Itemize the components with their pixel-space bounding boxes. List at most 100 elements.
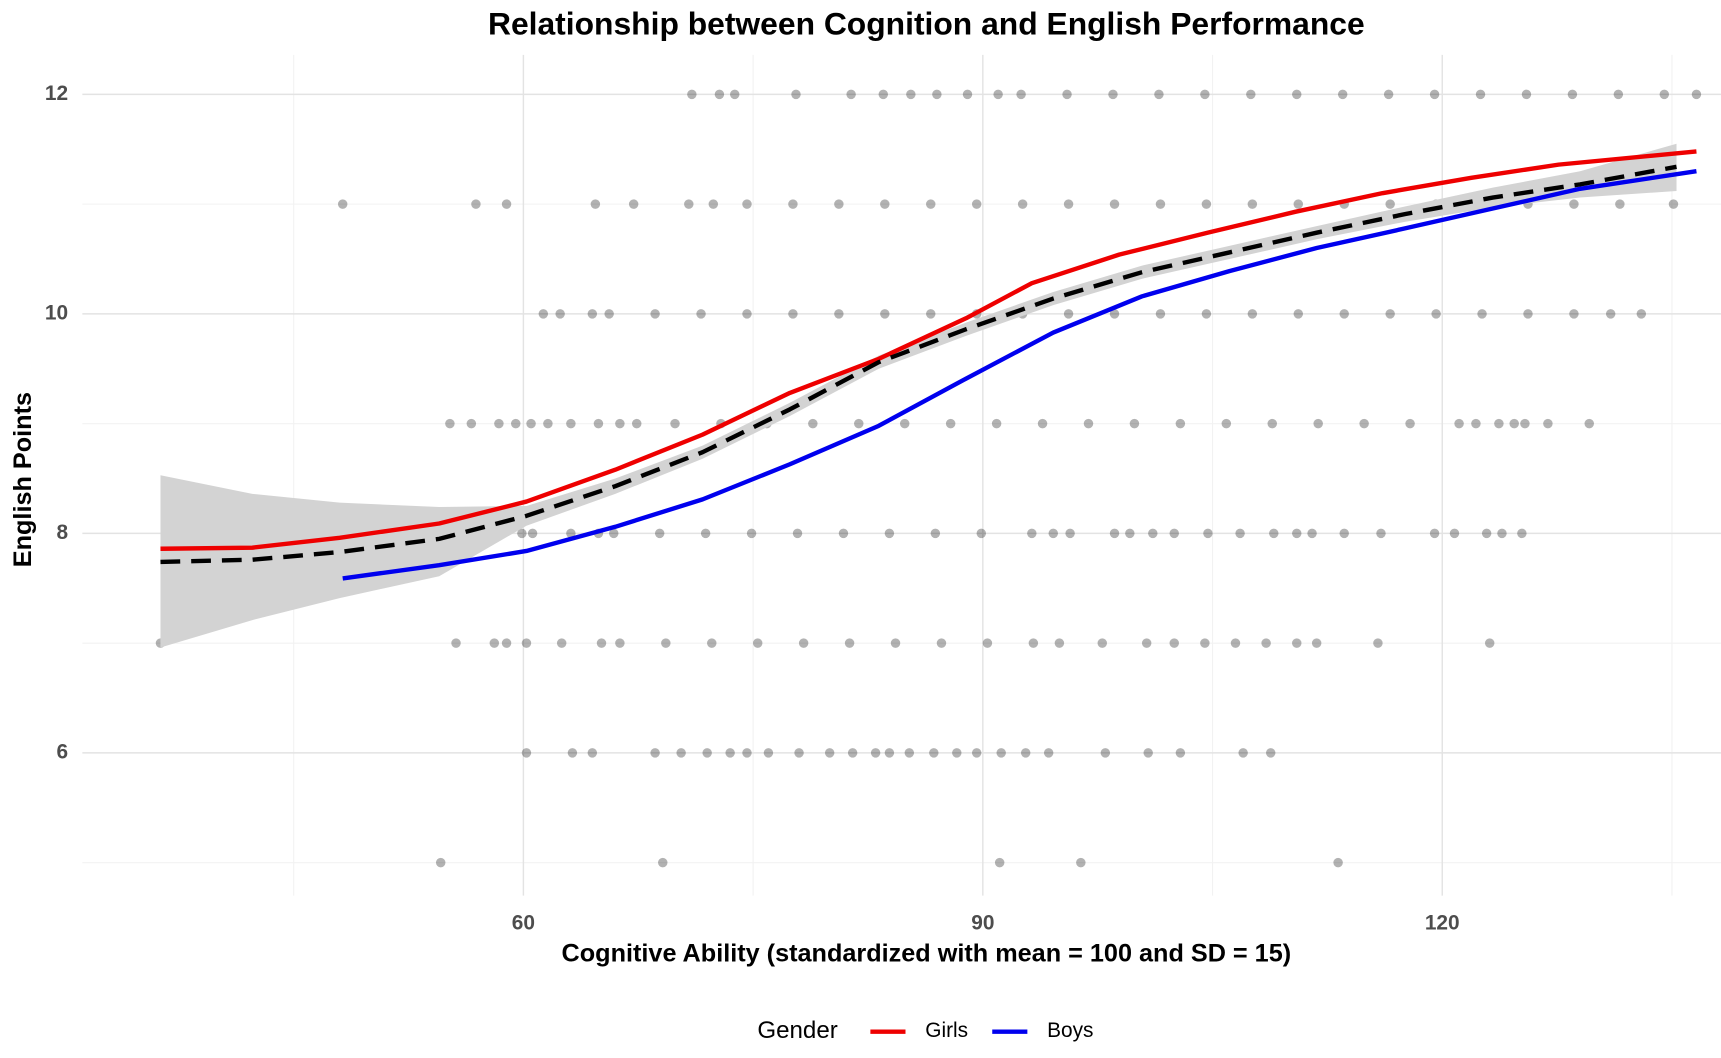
data-point xyxy=(1109,528,1120,539)
y-tick-label: 8 xyxy=(57,521,69,544)
data-point xyxy=(511,418,521,429)
data-point xyxy=(752,638,763,648)
data-point xyxy=(1615,199,1625,209)
data-point xyxy=(1054,638,1065,648)
data-point xyxy=(658,857,668,868)
data-point xyxy=(1569,309,1579,319)
data-point xyxy=(567,748,578,758)
data-point xyxy=(708,199,719,209)
data-point xyxy=(1016,89,1026,100)
data-point xyxy=(661,638,671,648)
data-point xyxy=(1154,89,1164,100)
chart-title: Relationship between Cognition and Engli… xyxy=(488,6,1365,42)
data-point xyxy=(1605,309,1616,319)
data-point xyxy=(900,418,910,429)
y-tick-label: 12 xyxy=(45,82,68,105)
data-point xyxy=(1567,89,1578,100)
data-point xyxy=(445,418,455,429)
data-point xyxy=(1385,309,1395,319)
data-point xyxy=(670,418,680,429)
data-point xyxy=(587,309,598,319)
data-point xyxy=(838,528,849,539)
data-point xyxy=(714,89,725,100)
data-point xyxy=(1521,89,1532,100)
data-point xyxy=(489,638,500,648)
data-point xyxy=(521,638,532,648)
data-point xyxy=(932,89,942,100)
data-point xyxy=(1155,199,1166,209)
data-point xyxy=(847,748,858,758)
data-point xyxy=(1108,89,1118,100)
data-point xyxy=(929,748,939,758)
data-point xyxy=(1083,418,1094,429)
data-point xyxy=(471,199,481,209)
data-point xyxy=(615,418,625,429)
data-point xyxy=(1293,309,1304,319)
data-point xyxy=(1109,199,1120,209)
data-point xyxy=(742,199,752,209)
data-point xyxy=(684,199,694,209)
x-tick-label: 120 xyxy=(1425,912,1460,935)
data-point xyxy=(1100,748,1111,758)
data-point xyxy=(1261,638,1271,648)
data-point xyxy=(1269,528,1279,539)
data-point xyxy=(1636,309,1647,319)
data-point xyxy=(1200,638,1210,648)
data-point xyxy=(1292,528,1302,539)
data-point xyxy=(834,199,844,209)
data-point xyxy=(971,748,982,758)
data-point xyxy=(1247,309,1258,319)
data-point xyxy=(707,638,717,648)
data-point xyxy=(1027,528,1037,539)
data-point xyxy=(1065,528,1075,539)
data-point xyxy=(1246,89,1256,100)
data-point xyxy=(494,418,504,429)
data-point xyxy=(1247,199,1258,209)
data-point xyxy=(1148,528,1158,539)
data-point xyxy=(930,528,941,539)
data-point xyxy=(1097,638,1107,648)
data-point xyxy=(337,199,348,209)
data-point xyxy=(884,528,895,539)
x-tick-label: 90 xyxy=(971,912,994,935)
data-point xyxy=(788,309,798,319)
data-point xyxy=(590,199,601,209)
data-point xyxy=(1517,528,1527,539)
data-point xyxy=(1475,89,1486,100)
data-point xyxy=(1143,748,1153,758)
data-point xyxy=(1200,89,1210,100)
grid: 60 90 120 6 8 10 12 xyxy=(45,54,1721,935)
data-point xyxy=(451,638,461,648)
data-point xyxy=(884,748,895,758)
data-point xyxy=(788,199,798,209)
data-point xyxy=(1238,748,1248,758)
data-point xyxy=(880,309,890,319)
data-point xyxy=(1266,748,1276,758)
data-point xyxy=(1668,199,1679,209)
data-point xyxy=(1454,418,1464,429)
data-point xyxy=(566,418,576,429)
y-tick-label: 10 xyxy=(45,301,68,324)
data-point xyxy=(1063,309,1074,319)
data-point xyxy=(1383,89,1394,100)
data-point xyxy=(1481,528,1492,539)
data-point xyxy=(1471,418,1481,429)
data-point xyxy=(952,748,962,758)
data-point xyxy=(846,89,856,100)
data-point xyxy=(854,418,864,429)
data-point xyxy=(725,748,735,758)
data-point xyxy=(587,748,598,758)
legend-label: Boys xyxy=(1047,1019,1093,1042)
legend-title: Gender xyxy=(757,1017,837,1044)
y-axis-label: English Points xyxy=(9,392,37,567)
data-point xyxy=(1293,199,1304,209)
legend: Gender Girls Boys xyxy=(757,1017,1093,1044)
data-point xyxy=(702,748,712,758)
data-point xyxy=(1141,638,1152,648)
data-point xyxy=(824,748,835,758)
data-point xyxy=(792,528,803,539)
data-point xyxy=(870,748,881,758)
data-point xyxy=(1292,638,1302,648)
y-tick-label: 6 xyxy=(57,740,69,763)
